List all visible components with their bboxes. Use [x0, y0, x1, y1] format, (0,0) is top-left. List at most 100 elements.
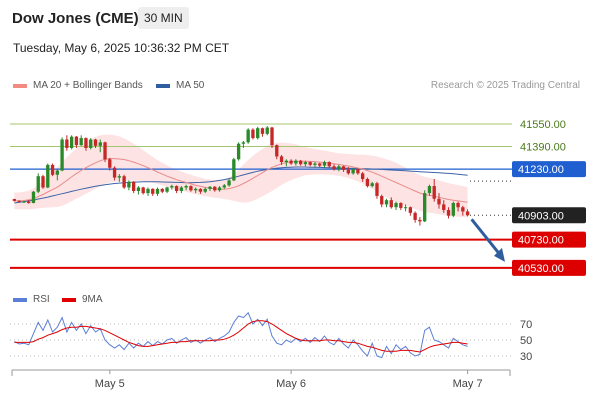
- candle-70: [346, 169, 351, 174]
- candle-73: [360, 173, 365, 180]
- candle-62: [308, 162, 312, 165]
- candle-22: [117, 176, 122, 178]
- forecast-arrow-head: [494, 247, 505, 262]
- legend-rsi-label: RSI: [33, 294, 50, 305]
- candle-54: [270, 127, 274, 146]
- candle-74: [365, 179, 370, 187]
- candle-50: [251, 129, 255, 139]
- candle-34: [174, 186, 179, 191]
- candle-2: [22, 201, 26, 203]
- candle-21: [112, 167, 117, 178]
- candle-48: [241, 142, 246, 144]
- candle-75: [370, 183, 374, 187]
- candle-76: [375, 183, 379, 196]
- candle-52: [260, 128, 265, 134]
- candle-60: [298, 160, 303, 165]
- candle-85: [418, 219, 422, 222]
- level-tag-4: [512, 231, 586, 248]
- rsi-tick-0: 70: [520, 319, 532, 331]
- candle-94: [461, 207, 465, 212]
- forecast-arrow-shaft: [470, 218, 503, 257]
- candle-71: [351, 169, 355, 174]
- candle-61: [303, 162, 308, 165]
- candle-35: [179, 187, 184, 191]
- level-tag-5: [512, 259, 586, 276]
- candle-90: [442, 204, 446, 211]
- legend-9ma-label: 9MA: [82, 294, 103, 305]
- candle-89: [437, 198, 441, 205]
- candle-9: [55, 170, 59, 175]
- candle-45: [227, 180, 231, 186]
- level-label-2: 41230.00: [518, 164, 564, 176]
- instrument-title: Dow Jones (CME): [12, 10, 139, 27]
- x-label-1: May 6: [276, 378, 306, 390]
- credit-text: Research © 2025 Trading Central: [430, 80, 580, 91]
- candle-69: [341, 166, 346, 170]
- candle-1: [17, 200, 21, 202]
- current-price-tag: [512, 207, 586, 224]
- candle-59: [294, 160, 298, 164]
- candle-14: [79, 138, 83, 146]
- timestamp: Tuesday, May 6, 2025 10:36:32 PM CET: [13, 41, 230, 55]
- candle-15: [84, 138, 88, 148]
- candle-41: [208, 186, 212, 189]
- candle-66: [327, 162, 331, 167]
- candle-51: [256, 128, 260, 139]
- candle-39: [198, 188, 203, 192]
- candle-26: [136, 187, 141, 191]
- ma20-line: [14, 158, 468, 203]
- ma20-swatch: [13, 83, 27, 88]
- candle-10: [60, 139, 64, 171]
- rsi-ma9-line: [14, 320, 468, 353]
- candle-93: [456, 202, 460, 208]
- legend-ma20: MA 20 + Bollinger Bands: [13, 80, 143, 91]
- candle-3: [27, 201, 31, 203]
- candle-19: [103, 142, 107, 160]
- candle-17: [93, 139, 98, 146]
- candle-20: [108, 159, 112, 168]
- candle-80: [394, 202, 398, 208]
- interval-badge[interactable]: 30 MIN: [138, 7, 189, 29]
- candle-38: [194, 188, 198, 191]
- x-label-2: May 7: [453, 378, 483, 390]
- rsi-tick-1: 50: [520, 335, 532, 347]
- candle-67: [332, 166, 336, 170]
- candle-46: [232, 159, 236, 181]
- chart-header: Dow Jones (CME) 30 MIN: [0, 0, 590, 36]
- candle-53: [265, 127, 269, 134]
- candle-33: [170, 186, 174, 188]
- rsi-ma9-swatch: [62, 297, 76, 302]
- candle-16: [89, 139, 93, 148]
- candle-11: [65, 139, 69, 148]
- candle-58: [289, 160, 293, 164]
- legend-9ma: 9MA: [62, 294, 103, 305]
- ma50-swatch: [156, 83, 170, 88]
- candle-55: [275, 145, 279, 157]
- legend-ma50-label: MA 50: [176, 80, 205, 91]
- price-tick-1: 41390.00: [520, 142, 566, 154]
- candle-5: [36, 176, 40, 192]
- legend-rsi: RSI: [13, 294, 50, 305]
- x-label-0: May 5: [95, 378, 125, 390]
- candle-64: [318, 163, 322, 166]
- legend-ma20-label: MA 20 + Bollinger Bands: [33, 80, 143, 91]
- candle-56: [279, 156, 284, 163]
- candle-79: [389, 200, 393, 208]
- candle-6: [41, 176, 45, 188]
- candle-4: [31, 191, 36, 203]
- price-tick-0: 41550.00: [520, 119, 566, 131]
- candle-49: [246, 129, 250, 143]
- candle-36: [184, 186, 188, 188]
- candle-47: [236, 143, 241, 160]
- candle-23: [122, 176, 126, 188]
- candle-88: [432, 186, 436, 199]
- candle-7: [46, 164, 50, 188]
- candle-40: [203, 188, 207, 192]
- level-tag-2: [512, 161, 586, 178]
- candle-65: [322, 162, 327, 166]
- rsi-swatch: [13, 297, 27, 302]
- candle-68: [337, 166, 341, 170]
- candle-81: [399, 202, 403, 208]
- candle-83: [408, 207, 413, 213]
